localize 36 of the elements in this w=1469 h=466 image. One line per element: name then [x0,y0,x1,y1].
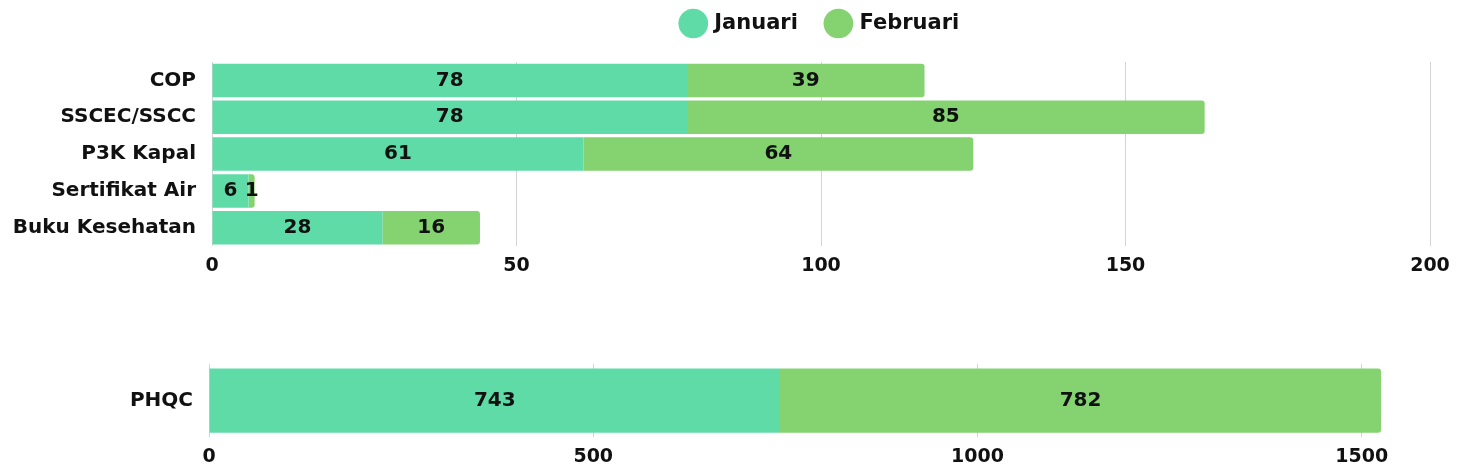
bar [583,137,974,171]
data-label: 39 [791,66,820,91]
bar [212,137,584,171]
legend-label: Februari [859,9,960,34]
data-label: 6 [223,177,238,202]
y-tick-label: COP [149,66,196,91]
bar [687,100,1205,135]
x-tick-label: 50 [503,252,530,275]
x-tick-label: 1000 [951,443,1004,466]
data-label: 782 [1059,386,1102,411]
legend-label: Januari [712,9,798,34]
x-tick-label: 150 [1105,252,1146,275]
y-tick-label: Buku Kesehatan [12,213,196,238]
bar [382,211,480,245]
y-tick-label: Sertifikat Air [51,177,197,202]
x-tick-label: 0 [202,443,216,466]
y-tick-label: P3K Kapal [81,140,196,165]
data-label: 78 [435,103,464,128]
data-label: 61 [384,140,412,165]
x-tick-label: 0 [205,252,219,275]
bar [212,100,688,135]
data-label: 28 [283,213,312,238]
data-label: 64 [764,140,793,165]
data-label: 85 [931,103,960,128]
bar [212,211,383,245]
y-tick-label: PHQC [129,386,193,411]
bar [212,63,688,98]
data-label: 16 [417,213,446,238]
x-tick-label: 100 [801,252,841,275]
x-tick-label: 200 [1410,252,1450,275]
bar [687,63,925,98]
x-tick-label: 500 [573,443,614,466]
y-tick-label: SSCEC/SSCC [60,103,196,128]
data-label: 78 [435,66,464,91]
data-label: 743 [473,386,516,411]
x-tick-label: 1500 [1335,443,1389,466]
